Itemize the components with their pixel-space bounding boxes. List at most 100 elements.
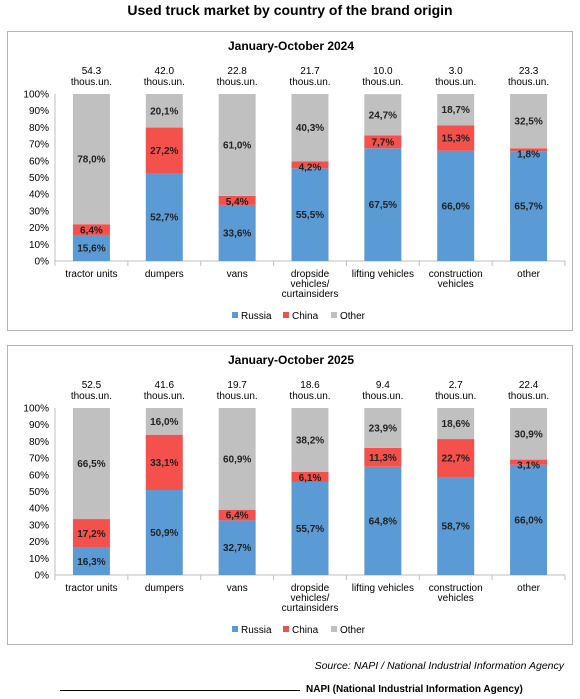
bar-segment-china <box>364 135 402 149</box>
data-label-other: 78,0% <box>77 155 105 166</box>
total-value-label: 52.5 <box>82 380 102 391</box>
y-tick-label: 100% <box>23 404 49 415</box>
bar-segment-other <box>291 94 329 162</box>
category-label: dumpers <box>145 583 184 594</box>
data-label-russia: 66,0% <box>514 515 542 526</box>
bar-segment-other <box>218 408 256 510</box>
data-label-other: 20,1% <box>150 106 178 117</box>
chart-panel-2024: January-October 2024 0% 10% 20% 30% 40% 50% 60%… <box>7 31 573 331</box>
total-value-label: 23.3 <box>519 66 539 77</box>
bar-segment-china <box>364 447 402 467</box>
bar-segment-other <box>145 94 183 128</box>
category-label: vehicles <box>438 279 474 290</box>
category-label: vehicles/ <box>291 593 330 604</box>
legend-swatch-china <box>283 626 289 632</box>
data-label-other: 18,7% <box>442 105 470 116</box>
bar-segment-china <box>437 439 475 477</box>
total-unit-label: thous.un. <box>289 77 330 88</box>
data-label-other: 30,9% <box>514 429 542 440</box>
y-tick-label: 70% <box>29 140 49 151</box>
data-label-other: 60,9% <box>223 454 251 465</box>
chart-2025: January-October 2025 0% 10% 20% 30% 40% 50% 60%… <box>23 353 566 636</box>
category-label: tractor units <box>65 269 117 280</box>
total-unit-label: thous.un. <box>289 391 330 402</box>
legend-swatch-russia <box>232 312 238 318</box>
data-label-china: 6,1% <box>299 473 322 484</box>
y-tick-label: 30% <box>29 206 49 217</box>
total-unit-label: thous.un. <box>71 391 112 402</box>
footer-brand: NAPI (National Industrial Information Ag… <box>306 684 523 695</box>
total-unit-label: thous.un. <box>144 77 185 88</box>
data-label-russia: 32,7% <box>223 543 251 554</box>
total-value-label: 3.0 <box>449 66 463 77</box>
y-tick-label: 10% <box>29 554 49 565</box>
legend-label-russia: Russia <box>241 311 272 322</box>
category-label: tractor units <box>65 583 117 594</box>
data-label-china: 5,4% <box>226 197 249 208</box>
total-unit-label: thous.un. <box>362 391 403 402</box>
bar-segment-russia <box>218 520 256 575</box>
bar-segment-china <box>291 161 329 169</box>
total-value-label: 10.0 <box>373 66 393 77</box>
bar-segment-other <box>510 408 548 460</box>
category-label: dropside <box>291 583 330 594</box>
bar-segment-russia <box>364 466 402 575</box>
category-label: vans <box>227 583 248 594</box>
data-label-china: 11,3% <box>369 453 397 464</box>
bar-segment-russia <box>145 172 183 261</box>
data-label-russia: 15,6% <box>77 243 105 254</box>
category-label: other <box>517 269 540 280</box>
category-label: other <box>517 583 540 594</box>
data-label-russia: 16,3% <box>77 557 105 568</box>
data-label-other: 66,5% <box>77 459 105 470</box>
bar-segment-other <box>364 94 402 136</box>
bar-segment-russia <box>364 148 402 261</box>
y-tick-label: 20% <box>29 223 49 234</box>
footer-divider <box>60 690 300 691</box>
data-label-other: 23,9% <box>369 423 397 434</box>
legend-label-other: Other <box>340 625 366 636</box>
category-label: lifting vehicles <box>352 269 414 280</box>
data-label-russia: 58,7% <box>442 521 470 532</box>
y-tick-label: 0% <box>35 257 50 268</box>
bar-segment-other <box>510 94 548 149</box>
legend-label-russia: Russia <box>241 625 272 636</box>
bar-segment-china <box>145 127 183 173</box>
data-label-china: 7,7% <box>371 137 394 148</box>
legend-swatch-china <box>283 312 289 318</box>
data-label-china: 6,4% <box>80 225 103 236</box>
bar-segment-other <box>72 94 110 225</box>
bar-segment-china <box>510 459 548 465</box>
data-label-russia: 64,8% <box>369 516 397 527</box>
bar-segment-other <box>72 408 110 520</box>
y-tick-label: 100% <box>23 90 49 101</box>
y-tick-label: 60% <box>29 470 49 481</box>
y-tick-label: 90% <box>29 106 49 117</box>
total-unit-label: thous.un. <box>362 77 403 88</box>
bar-segment-other <box>437 408 475 440</box>
bar-segment-other <box>145 408 183 435</box>
data-label-russia: 33,6% <box>223 228 251 239</box>
data-label-russia: 55,5% <box>296 210 324 221</box>
chart-2024: January-October 2024 0% 10% 20% 30% 40% 50% 60%… <box>23 39 566 322</box>
data-label-china: 27,2% <box>150 146 178 157</box>
data-label-other: 32,5% <box>514 117 542 128</box>
bar-segment-russia <box>510 151 548 261</box>
data-label-other: 18,6% <box>442 419 470 430</box>
total-value-label: 22.4 <box>519 380 539 391</box>
category-label: construction <box>429 269 483 280</box>
bar-segment-russia <box>72 547 110 575</box>
source-note: Source: NAPI / National Industrial Infor… <box>314 660 564 672</box>
data-label-china: 6,4% <box>226 511 249 522</box>
y-tick-label: 20% <box>29 537 49 548</box>
bar-segment-china <box>72 519 110 548</box>
data-label-china: 3,1% <box>517 461 540 472</box>
data-label-china: 1,8% <box>517 149 540 160</box>
data-label-russia: 65,7% <box>514 202 542 213</box>
total-value-label: 54.3 <box>82 66 102 77</box>
legend-swatch-russia <box>232 626 238 632</box>
total-value-label: 19.7 <box>227 380 247 391</box>
bar-segment-china <box>72 224 110 235</box>
bar-segment-russia <box>72 234 110 261</box>
bar-segment-other <box>437 94 475 126</box>
